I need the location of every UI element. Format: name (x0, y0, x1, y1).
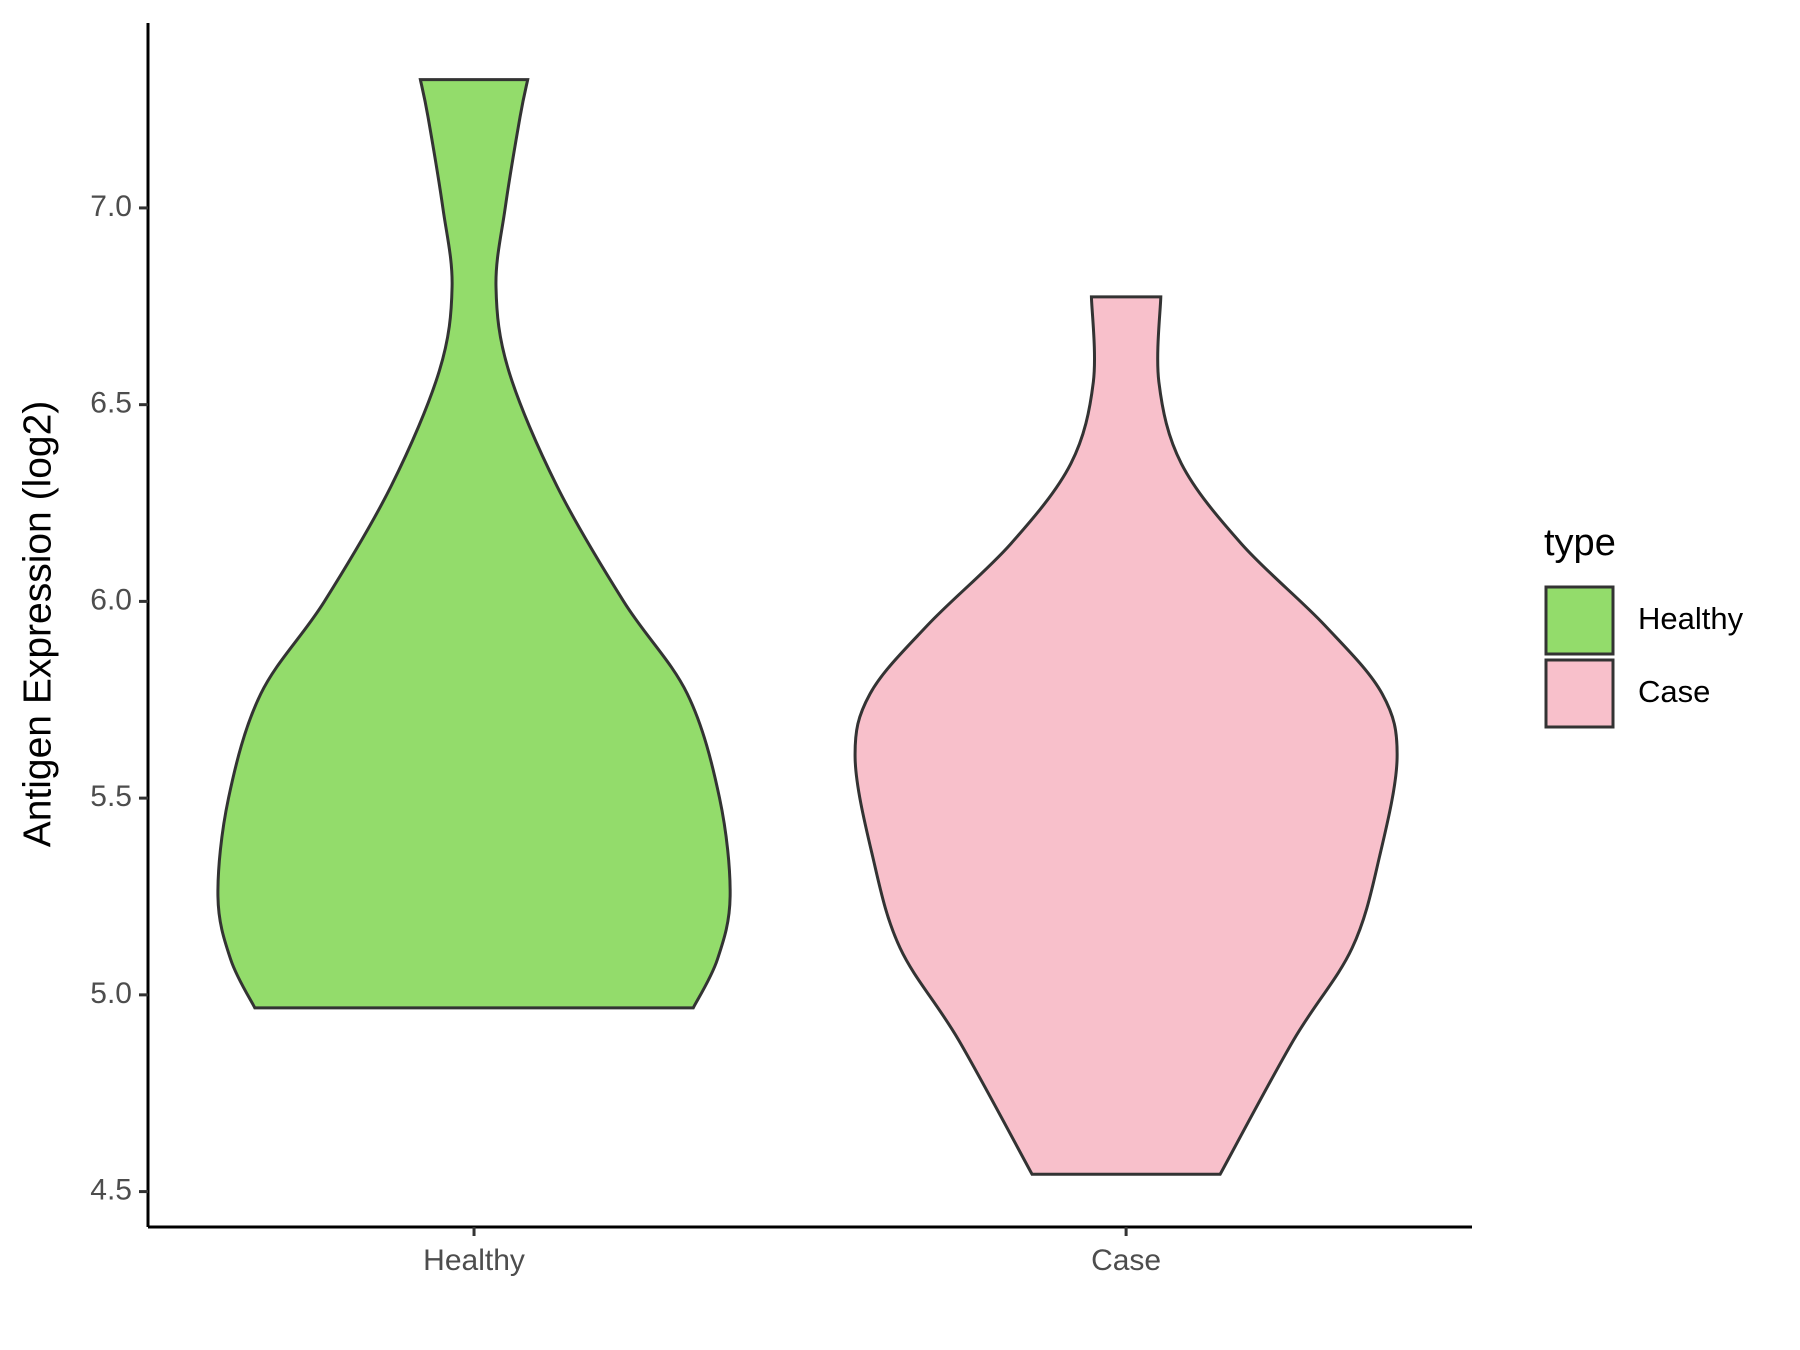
violin (853, 295, 1399, 1176)
x-tick-label: Case (1091, 1244, 1161, 1277)
y-tick-label: 6.5 (90, 387, 132, 420)
y-tick-label: 7.0 (90, 190, 132, 223)
legend-title: type (1544, 522, 1616, 564)
y-tick-label: 4.5 (90, 1174, 132, 1207)
y-tick-label: 5.0 (90, 977, 132, 1010)
y-tick-label: 5.5 (90, 780, 132, 813)
y-tick-label: 6.0 (90, 583, 132, 616)
violin (216, 78, 732, 1010)
legend-label: Healthy (1638, 601, 1744, 636)
y-axis-title: Antigen Expression (log2) (16, 401, 59, 848)
legend-label: Case (1638, 674, 1710, 709)
legend-key (1544, 585, 1615, 656)
legend-key (1544, 658, 1615, 729)
x-tick-label: Healthy (423, 1244, 525, 1277)
